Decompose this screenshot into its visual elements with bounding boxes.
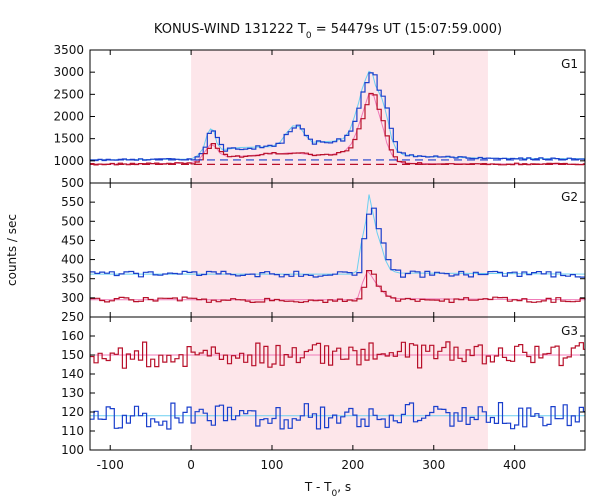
x-tick-label: 300: [422, 458, 445, 472]
y-tick-label-g1: 2000: [53, 110, 84, 124]
panel-label-g2: G2: [561, 190, 578, 204]
y-tick-label-g2: 300: [61, 291, 84, 305]
x-tick-label: 400: [503, 458, 526, 472]
y-tick-label-g2: 450: [61, 233, 84, 247]
g3-low-count-histogram: [90, 341, 585, 369]
burst-interval-highlight: [191, 50, 488, 450]
y-axis-label: counts / sec: [5, 214, 19, 286]
panel-frame-g3: [89, 316, 586, 451]
y-tick-label-g1: 3000: [53, 65, 84, 79]
y-tick-label-g3: 160: [61, 329, 84, 343]
panel-label-g1: G1: [561, 57, 578, 71]
x-axis-label: T - T0, s: [304, 480, 351, 499]
g1-low-count-histogram: [90, 92, 585, 166]
panel-label-g3: G3: [561, 324, 578, 338]
y-tick-label-g3: 100: [61, 443, 84, 457]
y-tick-label-g3: 150: [61, 348, 84, 362]
y-tick-label-g1: 1500: [53, 132, 84, 146]
highlight-interval-group: [191, 50, 488, 450]
axes-group: 100015002000250030003500500G125030035040…: [53, 43, 586, 472]
g2-low-count-histogram: [90, 270, 586, 303]
y-tick-label-g3: 110: [61, 424, 84, 438]
y-tick-label-g3: 130: [61, 386, 84, 400]
y-tick-label-g1: 1000: [53, 154, 84, 168]
panel-g2-series: [90, 194, 586, 303]
y-tick-label-g3: 120: [61, 405, 84, 419]
series-group: [89, 70, 586, 430]
panel-g1-series: [89, 70, 586, 166]
x-tick-label: -100: [97, 458, 124, 472]
g2-high-count-histogram: [90, 207, 585, 278]
x-tick-label: 0: [187, 458, 195, 472]
x-tick-label: 100: [261, 458, 284, 472]
g2-high-fit-curve: [90, 194, 586, 275]
y-tick-label-g2: 550: [61, 195, 84, 209]
chart-title: KONUS-WIND 131222 T0 = 54479s UT (15:07:…: [154, 22, 502, 41]
g1-high-count-histogram: [90, 72, 585, 162]
y-tick-label-g1: 3500: [53, 43, 84, 57]
panel-g3-series: [90, 341, 585, 430]
y-tick-label-g3: 140: [61, 367, 84, 381]
y-tick-label-g2: 500: [61, 214, 84, 228]
y-tick-label-g1-bottom: 500: [61, 176, 84, 190]
y-tick-label-g1: 2500: [53, 87, 84, 101]
y-tick-label-g2: 250: [61, 310, 84, 324]
x-tick-label: 200: [341, 458, 364, 472]
g3-high-count-histogram: [90, 402, 585, 430]
y-tick-label-g2: 350: [61, 272, 84, 286]
y-tick-label-g2: 400: [61, 253, 84, 267]
